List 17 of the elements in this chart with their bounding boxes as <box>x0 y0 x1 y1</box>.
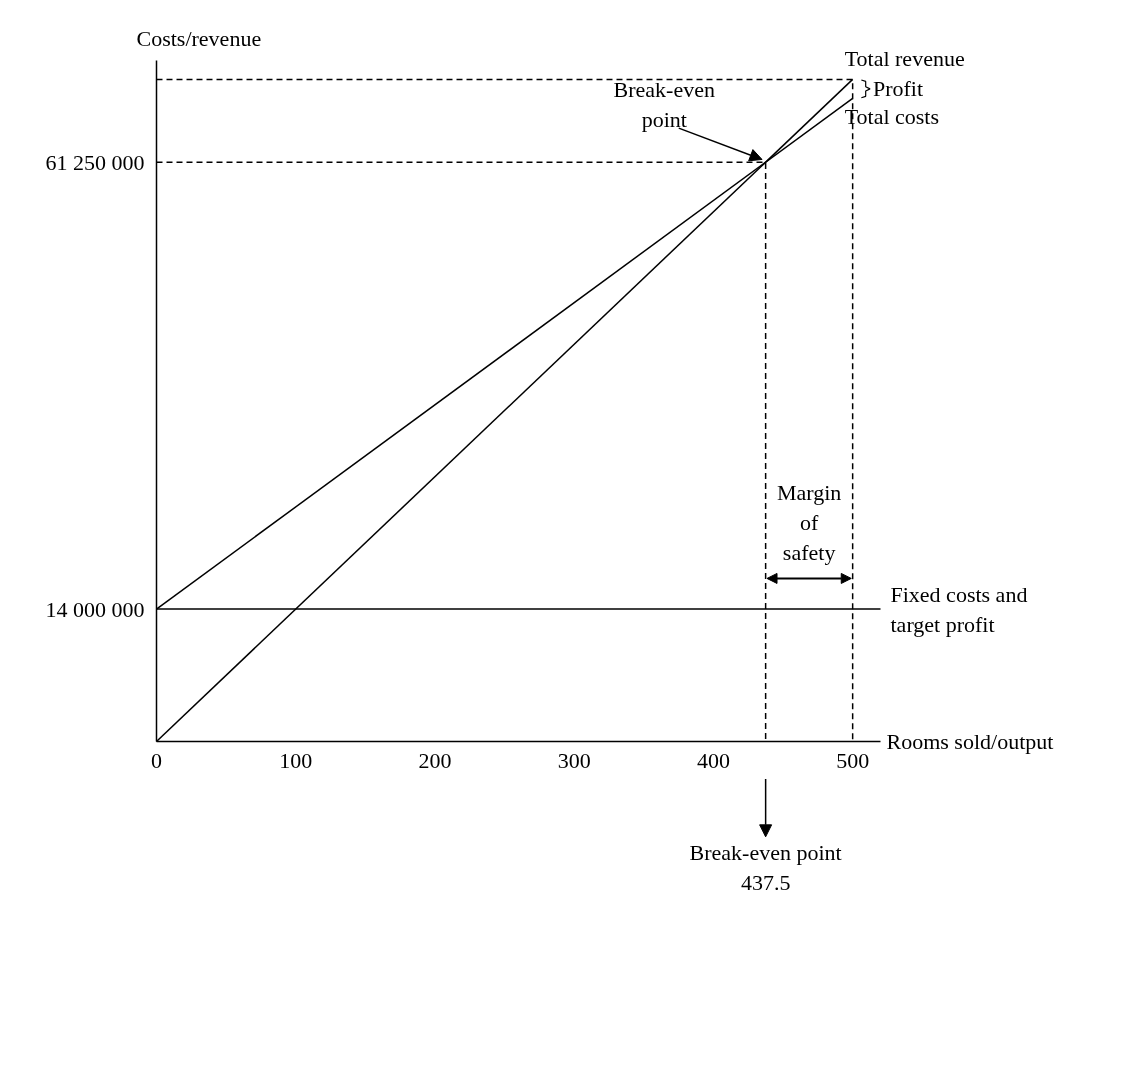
series-label: Total revenue <box>844 46 965 72</box>
x-tick-label: 300 <box>557 747 591 773</box>
x-tick-label: 0 <box>151 747 162 773</box>
x-tick-label: 400 <box>696 747 730 773</box>
x-tick-label: 200 <box>418 747 452 773</box>
y-tick-label: 61 250 000 <box>45 149 145 175</box>
x-tick-label: 500 <box>836 747 870 773</box>
x-tick-label: 100 <box>279 747 313 773</box>
text: Break-even point 437.5 <box>689 840 842 896</box>
annotation: Margin of safety <box>776 479 842 565</box>
y-tick-label: 14 000 000 <box>45 596 145 622</box>
legend-label: Total costs <box>844 103 940 129</box>
x-axis-title: Rooms sold/output <box>886 729 1054 754</box>
series-label: Fixed costs and target profit <box>890 581 1028 637</box>
annotation: Break-even point <box>613 76 715 132</box>
y-axis-title: Costs/revenue <box>136 25 262 51</box>
annotation: Profit <box>872 76 924 102</box>
